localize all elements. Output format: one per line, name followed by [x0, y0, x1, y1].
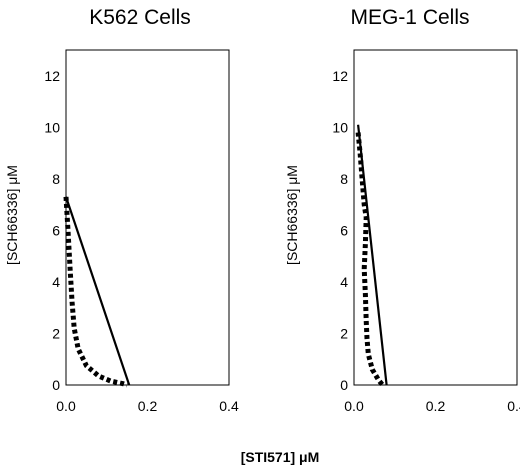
x-tick-label: 0.2 — [426, 398, 446, 414]
x-tick-label: 0.4 — [219, 398, 239, 414]
x-tick-labels: 0.0 0.2 0.4 — [344, 398, 520, 414]
y-tick-label: 10 — [332, 119, 348, 135]
panel-title: K562 Cells — [89, 6, 191, 29]
y-axis-label: [SCH66336] μM — [4, 165, 20, 265]
y-tick-label: 8 — [52, 171, 60, 187]
y-tick-label: 2 — [340, 325, 348, 341]
y-tick-label: 2 — [52, 325, 60, 341]
panel-title: MEG-1 Cells — [350, 6, 469, 29]
x-tick-label: 0.0 — [344, 398, 364, 414]
y-tick-label: 10 — [44, 119, 60, 135]
y-tick-label: 4 — [52, 274, 60, 290]
x-tick-label: 0.0 — [56, 398, 76, 414]
panel-meg1: MEG-1 Cells 0 2 4 6 8 10 12 0.0 0.2 0.4 [SCH6633… — [284, 6, 520, 414]
shared-x-axis-label: [STI571] μM — [241, 449, 320, 465]
series-layer — [355, 124, 388, 387]
y-tick-label: 0 — [340, 377, 348, 393]
y-tick-label: 6 — [340, 222, 348, 238]
y-tick-label: 12 — [332, 68, 348, 84]
y-tick-label: 4 — [340, 274, 348, 290]
series-line-solid — [64, 196, 131, 386]
y-axis-label: [SCH66336] μM — [284, 165, 300, 265]
y-tick-label: 6 — [52, 222, 60, 238]
y-tick-labels: 0 2 4 6 8 10 12 — [44, 68, 60, 393]
y-tick-labels: 0 2 4 6 8 10 12 — [332, 68, 348, 393]
y-tick-label: 0 — [52, 377, 60, 393]
y-tick-label: 12 — [44, 68, 60, 84]
x-tick-label: 0.4 — [507, 398, 520, 414]
panel-k562: K562 Cells 0 2 4 6 8 10 12 0.0 0.2 0.4 [SCH66336… — [4, 6, 239, 414]
x-tick-labels: 0.0 0.2 0.4 — [56, 398, 239, 414]
series-line-dotted — [355, 132, 385, 387]
series-layer — [63, 196, 131, 388]
plot-frame — [65, 49, 230, 386]
x-tick-label: 0.2 — [138, 398, 158, 414]
y-tick-label: 8 — [340, 171, 348, 187]
plot-frame — [353, 49, 518, 386]
series-line-dotted — [63, 196, 128, 388]
